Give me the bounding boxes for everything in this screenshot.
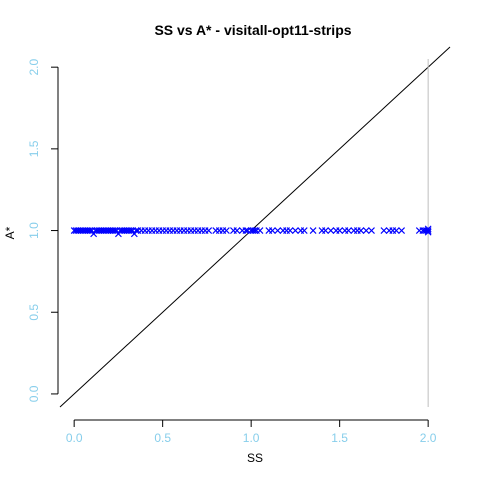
x-tick-label: 0.0 bbox=[66, 431, 83, 445]
data-point bbox=[242, 227, 250, 234]
reference-lines bbox=[59, 46, 451, 408]
data-point bbox=[336, 227, 344, 234]
data-point bbox=[327, 227, 335, 234]
x-tick-label: 2.0 bbox=[420, 431, 437, 445]
data-point bbox=[274, 227, 282, 234]
data-point bbox=[309, 227, 317, 234]
data-point bbox=[424, 228, 432, 236]
axes: 0.0 0.5 1.0 1.5 2.0 0.0 0.5 1.0 1.5 2.0 bbox=[27, 59, 437, 445]
data-point bbox=[368, 227, 375, 234]
x-tick-label: 1.5 bbox=[331, 431, 348, 445]
data-point bbox=[322, 227, 329, 234]
data-point bbox=[357, 227, 365, 234]
data-point bbox=[286, 227, 294, 234]
y-tick-label: 0.0 bbox=[27, 385, 41, 402]
y-tick-label: 2.0 bbox=[27, 59, 41, 76]
data-points bbox=[70, 225, 432, 238]
data-point bbox=[392, 227, 400, 234]
data-point bbox=[233, 227, 241, 234]
x-tick-label: 0.5 bbox=[154, 431, 171, 445]
data-point bbox=[424, 227, 432, 234]
data-point bbox=[269, 227, 276, 234]
identity-line bbox=[59, 46, 451, 408]
data-point bbox=[256, 227, 264, 234]
chart-title: SS vs A* - visitall-opt11-strips bbox=[154, 22, 351, 38]
data-point bbox=[398, 227, 405, 234]
data-point bbox=[251, 227, 259, 234]
data-point bbox=[362, 227, 370, 234]
x-axis-label: SS bbox=[247, 451, 263, 465]
y-axis-label: A* bbox=[3, 226, 17, 239]
y-tick-label: 0.5 bbox=[27, 304, 41, 321]
data-point bbox=[345, 227, 352, 234]
data-point bbox=[300, 227, 308, 234]
x-tick-label: 1.0 bbox=[243, 431, 260, 445]
data-point bbox=[132, 227, 140, 234]
y-tick-label: 1.0 bbox=[27, 222, 41, 239]
y-tick-label: 1.5 bbox=[27, 140, 41, 157]
data-point bbox=[205, 227, 213, 234]
data-point bbox=[292, 227, 299, 234]
data-point bbox=[222, 227, 230, 234]
data-point bbox=[380, 227, 388, 234]
